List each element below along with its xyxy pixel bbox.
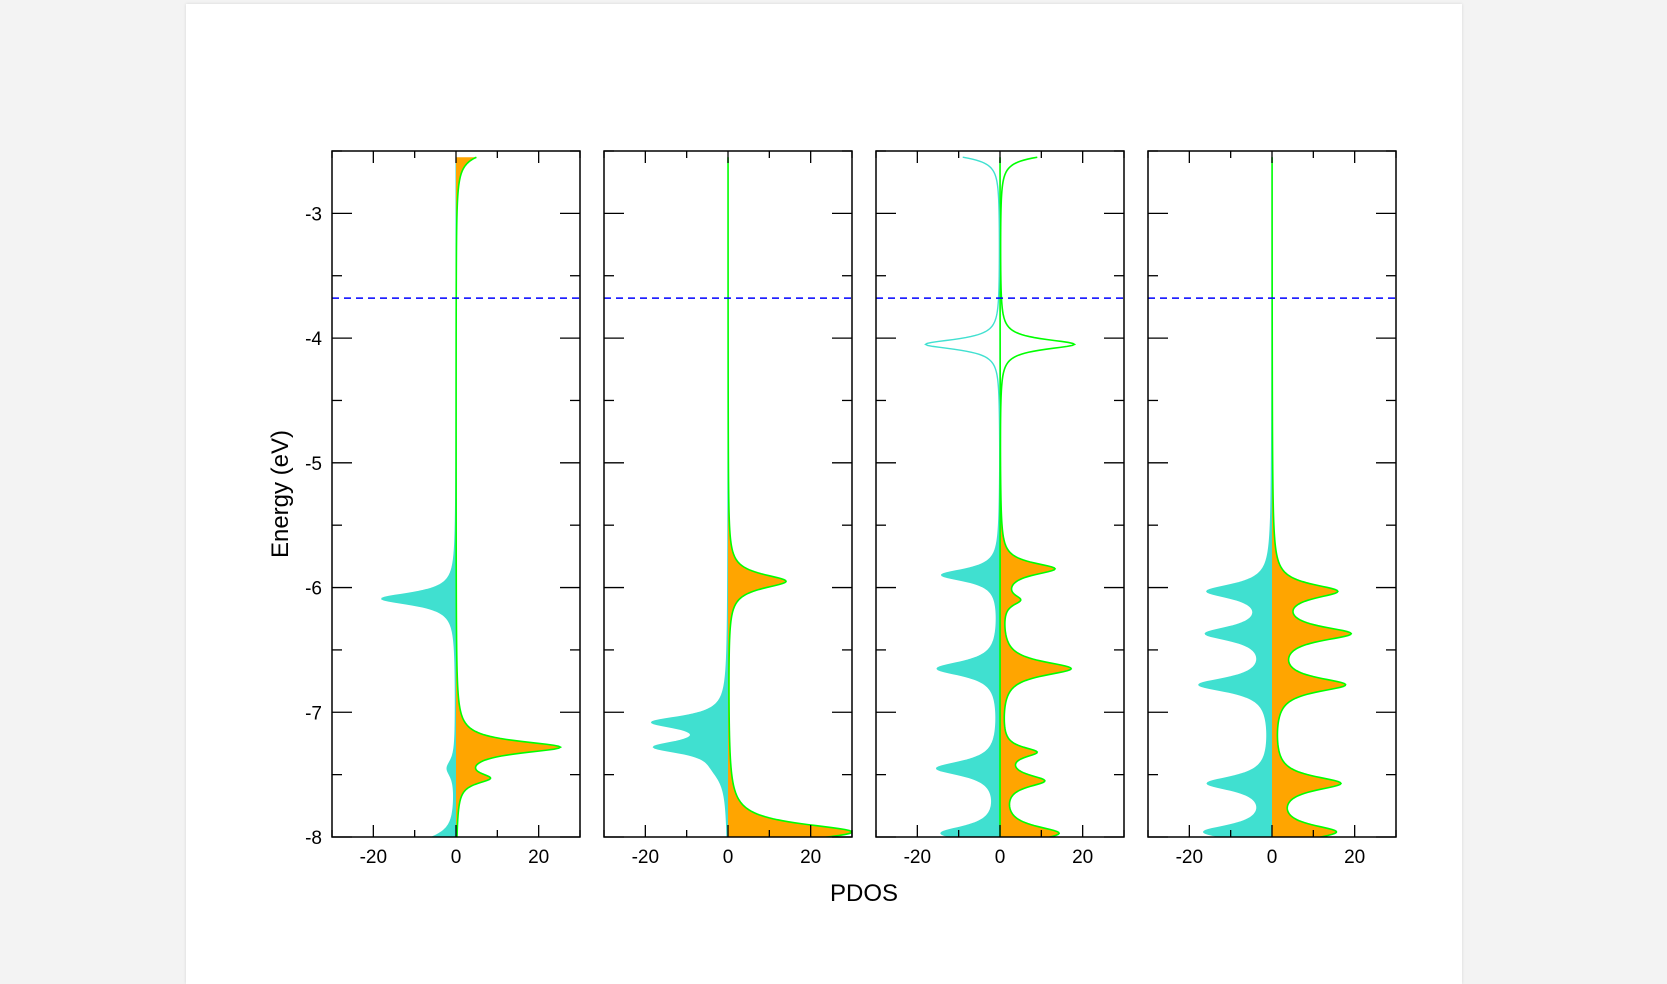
panel-1: -20 0 20 xyxy=(331,150,581,868)
x-tick-label: -20 xyxy=(1176,847,1203,868)
x-axis-title: PDOS xyxy=(830,880,898,907)
panel-3-curves xyxy=(924,156,1077,837)
x-tick-label: 0 xyxy=(723,847,734,868)
panel-3-unoccupied-up-outline xyxy=(999,156,1077,837)
panel-1-spin-down-area xyxy=(381,156,457,837)
y-axis-title: Energy (eV) xyxy=(267,430,294,558)
panel-2-curves xyxy=(650,156,852,837)
panel-1-curves xyxy=(381,156,563,837)
x-tick-label: 20 xyxy=(1072,847,1093,868)
x-tick-label: 0 xyxy=(995,847,1006,868)
panel-3-unoccupied-down-outline xyxy=(924,156,1001,837)
panel-1-spin-up-outline xyxy=(455,156,563,837)
x-tick-label: 0 xyxy=(451,847,462,868)
x-tick-label: 20 xyxy=(800,847,821,868)
panel-3-spin-up-outline xyxy=(999,157,1073,837)
panel-4-spin-down-area xyxy=(1198,156,1273,837)
y-tick-label: -5 xyxy=(305,454,322,475)
panel-2-spin-up-outline xyxy=(727,157,852,837)
x-tick-label: -20 xyxy=(632,847,659,868)
panel-3: -20 0 20 xyxy=(875,150,1125,868)
panel-4-curves xyxy=(1198,156,1353,837)
y-tick-label: -3 xyxy=(305,204,322,225)
pdos-figure: -20 0 20 -20 0 20 -20 0 20 -20 0 20 -3 -4 -5 -6 -7 -8 Ene… xyxy=(267,150,1397,907)
panel-4: -20 0 20 xyxy=(1147,150,1397,868)
panel-2-spin-up-area xyxy=(728,157,852,837)
x-tick-label: 0 xyxy=(1267,847,1278,868)
x-tick-label: 20 xyxy=(528,847,549,868)
panel-4-spin-up-area xyxy=(1272,157,1352,837)
panel-4-spin-up-outline xyxy=(1271,157,1353,837)
panel-2: -20 0 20 xyxy=(603,150,853,868)
panel-2-spin-down-area xyxy=(650,156,729,837)
x-tick-label: 20 xyxy=(1344,847,1365,868)
x-tick-label: -20 xyxy=(904,847,931,868)
panel-3-spin-up-area xyxy=(1000,157,1072,837)
y-tick-label: -8 xyxy=(305,828,322,849)
panels: -20 0 20 -20 0 20 -20 0 20 -20 0 20 -3 -4 -5 -6 -7 -8 xyxy=(305,150,1397,868)
figure-sheet: -20 0 20 -20 0 20 -20 0 20 -20 0 20 -3 -4 -5 -6 -7 -8 Ene… xyxy=(186,4,1462,984)
y-tick-label: -4 xyxy=(305,329,322,350)
panel-3-spin-down-area xyxy=(935,156,1001,837)
x-tick-label: -20 xyxy=(360,847,387,868)
y-tick-label: -6 xyxy=(305,579,322,600)
panel-1-spin-up-area xyxy=(456,157,561,837)
y-tick-label: -7 xyxy=(305,703,322,724)
